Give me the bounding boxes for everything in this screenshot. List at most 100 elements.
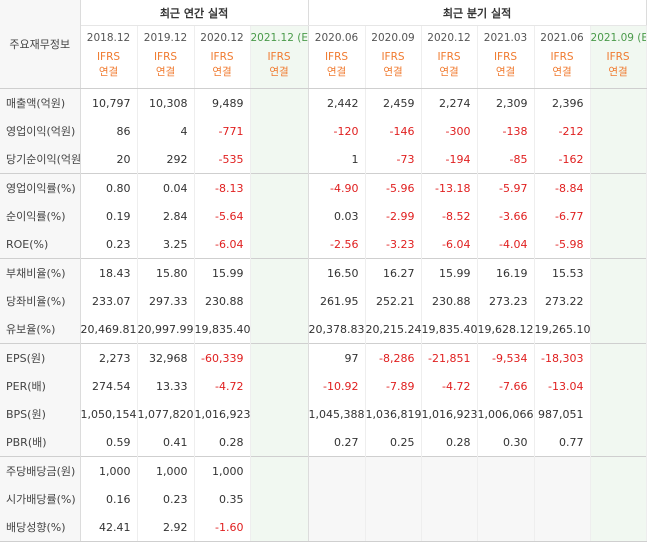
value-cell: 1,006,066 [477,400,535,428]
table-row: 시가배당률(%) 0.16 0.23 0.35 [0,485,647,513]
ifrs-label: IFRS [437,51,461,63]
value-cell: -8.84 [534,173,591,202]
ifrs-label: IFRS [267,51,291,63]
value-cell [250,513,309,542]
value-cell: -535 [194,145,251,174]
table-row: PBR(배) 0.59 0.41 0.28 0.27 0.25 0.28 0.30 0.77 [0,428,647,457]
value-cell: 19,265.10 [534,315,591,344]
period-label: 2018.12 [86,32,131,44]
period-header: 2020.09 [365,25,422,50]
value-cell [308,456,366,485]
consolidated-label: 연결 [155,66,176,78]
value-cell: 2.84 [137,202,195,230]
value-cell [250,287,309,315]
value-cell: 97 [308,343,366,372]
value-cell [590,230,647,259]
value-cell: 19,628.12 [477,315,535,344]
ifrs-badge: IFRS 연결 [250,50,309,89]
value-cell [590,343,647,372]
value-cell: -60,339 [194,343,251,372]
period-header: 2020.12 [194,25,251,50]
period-header: 2021.09 (E) [590,25,647,50]
value-cell [590,372,647,400]
ifrs-badge: IFRS 연결 [80,50,138,89]
ifrs-label: IFRS [381,51,405,63]
value-cell [250,117,309,145]
value-cell [250,372,309,400]
consolidated-label: 연결 [608,66,628,78]
value-cell: 16.19 [477,258,535,287]
value-cell: -6.04 [421,230,478,259]
value-cell: 261.95 [308,287,366,315]
estimate-mark: (E) [637,32,645,44]
value-cell: 15.99 [194,258,251,287]
value-cell: -138 [477,117,535,145]
period-label: 2019.12 [143,32,188,44]
period-label: 2021.12 [250,32,294,44]
period-label: 2020.06 [314,32,359,44]
value-cell: 0.59 [80,428,138,457]
row-label: 배당성향(%) [0,513,81,542]
value-cell: -85 [477,145,535,174]
consolidated-label: 연결 [212,66,232,78]
consolidated-label: 연결 [495,66,516,78]
value-cell: -2.56 [308,230,366,259]
value-cell: -4.04 [477,230,535,259]
value-cell: 3.25 [137,230,195,259]
value-cell [590,456,647,485]
row-label: 시가배당률(%) [0,485,81,513]
value-cell: -73 [365,145,422,174]
value-cell [590,428,647,457]
value-cell [365,513,422,542]
value-cell: -10.92 [308,372,366,400]
consolidated-label: 연결 [383,66,403,78]
row-label: ROE(%) [0,230,81,259]
table-row: 유보율(%) 20,469.81 20,997.99 19,835.40 20,378.… [0,315,647,344]
ifrs-label: IFRS [324,51,349,63]
value-cell: 10,797 [80,88,138,117]
annual-group-header: 최근 연간 실적 [80,0,309,26]
table-row: 배당성향(%) 42.41 2.92 -1.60 [0,513,647,542]
value-cell: -162 [534,145,591,174]
value-cell: 86 [80,117,138,145]
value-cell: 2,442 [308,88,366,117]
period-header: 2020.12 [421,25,478,50]
value-cell: 2,396 [534,88,591,117]
value-cell [477,456,535,485]
ifrs-badge: IFRS 연결 [194,50,251,89]
value-cell: -120 [308,117,366,145]
value-cell: 0.03 [308,202,366,230]
period-label: 2021.09 [590,32,634,44]
row-label: 영업이익률(%) [0,173,81,202]
row-label: 부채비율(%) [0,258,81,287]
quarter-group-header: 최근 분기 실적 [308,0,647,26]
value-cell: 42.41 [80,513,138,542]
value-cell: 2,273 [80,343,138,372]
value-cell: -5.64 [194,202,251,230]
value-cell: -4.90 [308,173,366,202]
value-cell: 1,077,820 [137,400,195,428]
value-cell: 1,000 [137,456,195,485]
value-cell: 1,016,923 [421,400,478,428]
period-row: 2018.12 2019.12 2020.12 2021.12 (E) 2020.06 2… [0,25,647,50]
value-cell: 0.25 [365,428,422,457]
value-cell: 2,459 [365,88,422,117]
period-label: 2020.12 [427,32,471,44]
value-cell: -13.18 [421,173,478,202]
consolidated-label: 연결 [552,66,572,78]
period-label: 2021.06 [540,32,584,44]
row-label: BPS(원) [0,400,81,428]
value-cell [477,485,535,513]
row-label: PBR(배) [0,428,81,457]
estimate-mark: (E) [297,32,308,44]
value-cell [250,173,309,202]
value-cell: -2.99 [365,202,422,230]
value-cell: 2.92 [137,513,195,542]
value-cell: 1,045,388 [308,400,366,428]
table-row: 순이익률(%) 0.19 2.84 -5.64 0.03 -2.99 -8.52 -3.66-… [0,202,647,230]
consolidated-label: 연결 [439,66,459,78]
ifrs-badge: IFRS 연결 [534,50,591,89]
value-cell: -5.98 [534,230,591,259]
value-cell: 0.19 [80,202,138,230]
